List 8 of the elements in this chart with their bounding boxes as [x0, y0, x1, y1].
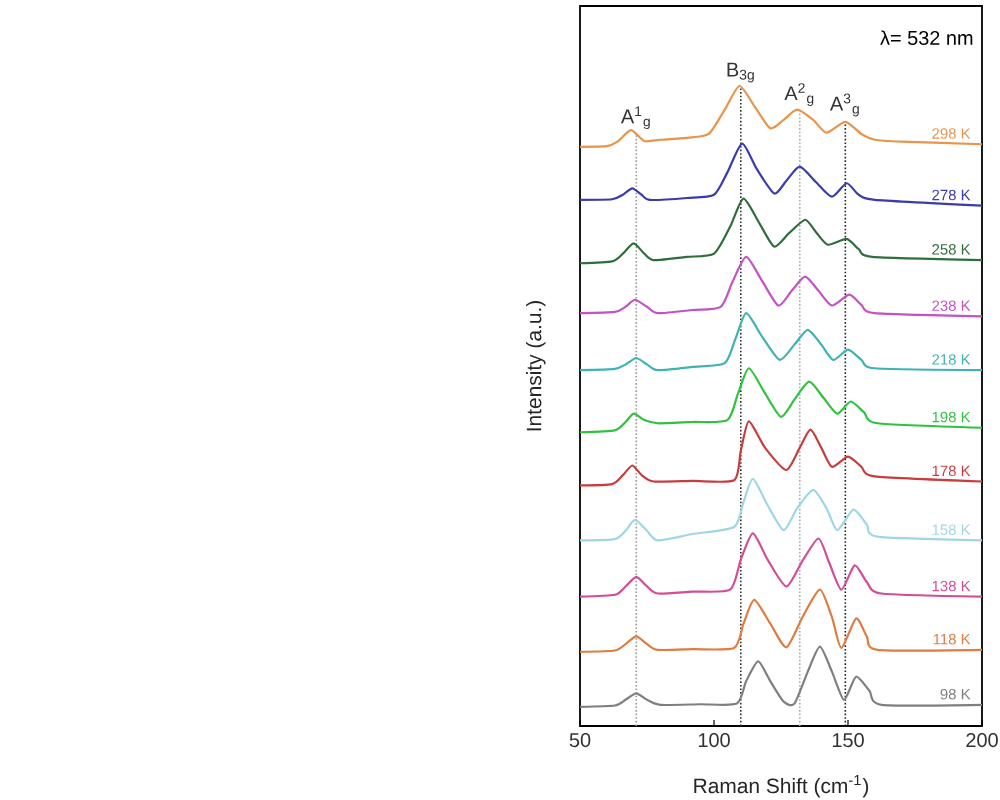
- x-tick-label: 100: [698, 733, 730, 748]
- text: λ= 532 nm: [880, 30, 973, 46]
- x-axis-title: Raman Shift (cm$^{-1}$): [694, 775, 869, 798]
- x-tick-label: 200: [966, 733, 998, 748]
- ref-line-label: B$_{3g}$: [727, 62, 754, 83]
- x-tick-label: 50: [569, 733, 591, 748]
- x-tick-label: 150: [832, 733, 864, 748]
- y-axis-title: Intensity (a.u.): [526, 301, 546, 431]
